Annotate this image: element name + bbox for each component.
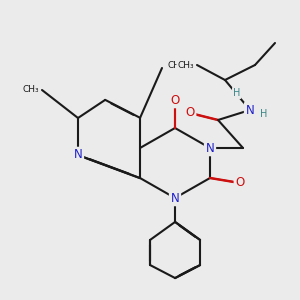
Text: H: H bbox=[233, 88, 240, 98]
Text: N: N bbox=[206, 142, 214, 154]
Text: H: H bbox=[260, 109, 267, 119]
Text: O: O bbox=[170, 94, 180, 106]
Text: O: O bbox=[185, 106, 195, 119]
Text: O: O bbox=[236, 176, 244, 190]
Text: N: N bbox=[74, 148, 82, 161]
Text: CH₃: CH₃ bbox=[177, 61, 194, 70]
Text: N: N bbox=[246, 103, 254, 116]
Text: CH₃: CH₃ bbox=[22, 85, 39, 94]
Text: N: N bbox=[171, 191, 179, 205]
Text: CH₃: CH₃ bbox=[167, 61, 184, 70]
